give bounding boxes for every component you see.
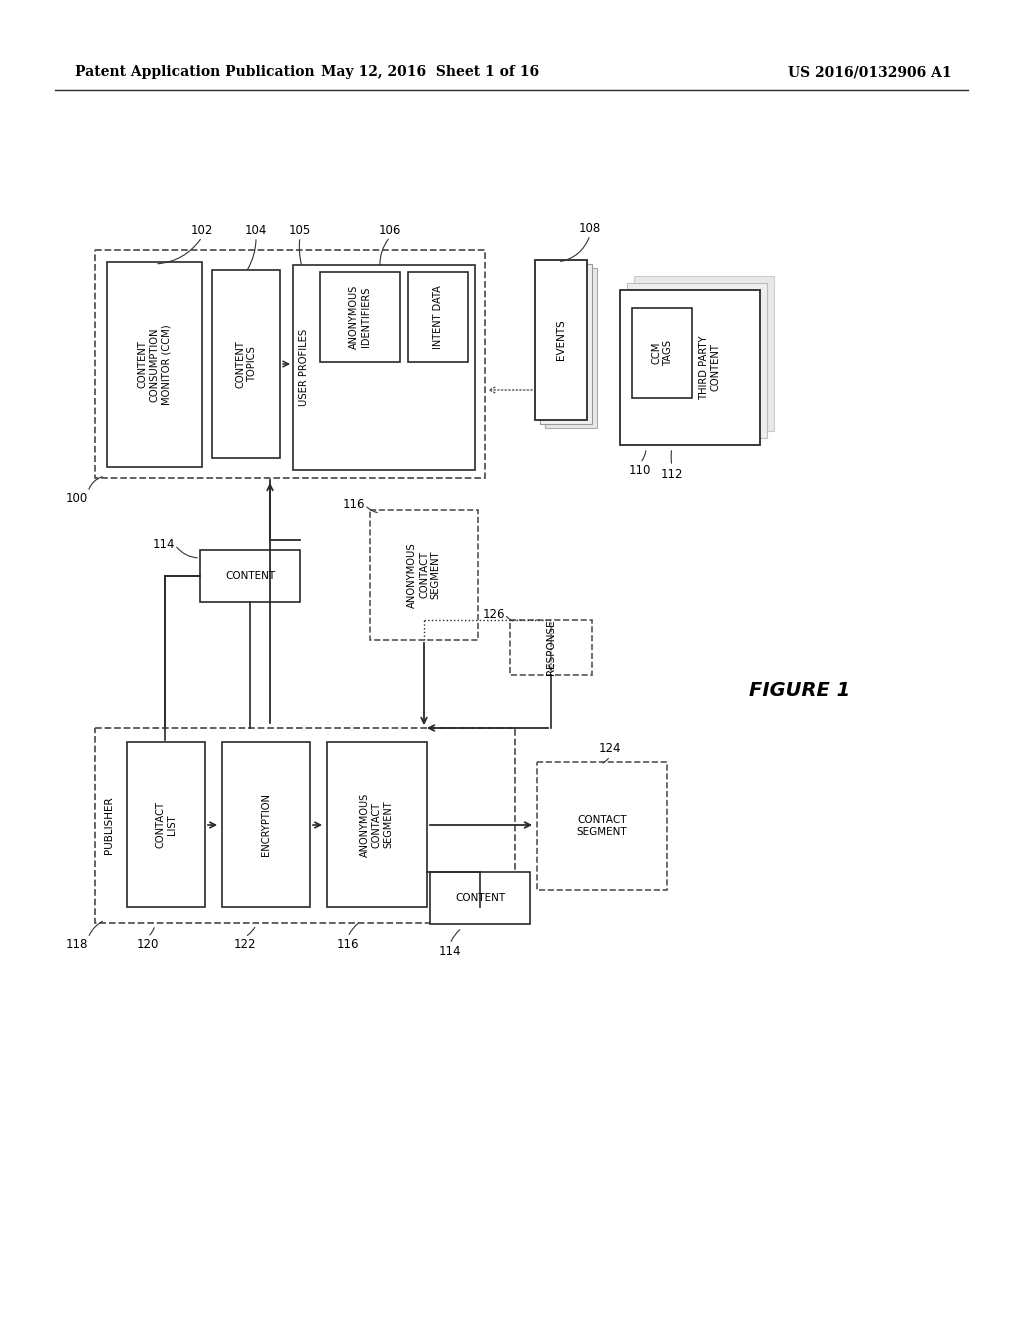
Text: PUBLISHER: PUBLISHER [104,797,114,854]
Bar [632,308,692,399]
Text: 114: 114 [438,945,461,958]
Bar [212,271,280,458]
Text: May 12, 2016  Sheet 1 of 16: May 12, 2016 Sheet 1 of 16 [321,65,539,79]
Bar [430,873,530,924]
Text: 122: 122 [233,939,256,950]
Text: 102: 102 [190,224,213,238]
Text: 106: 106 [379,224,401,238]
Text: 105: 105 [289,224,311,238]
Bar [293,265,475,470]
Bar [545,268,597,428]
Text: 126: 126 [482,607,505,620]
Bar [222,742,310,907]
Bar [634,276,774,432]
Bar [370,510,478,640]
Text: CONTACT
LIST: CONTACT LIST [156,801,177,847]
Bar [106,261,202,467]
Bar [535,260,587,420]
Text: USER PROFILES: USER PROFILES [299,329,309,407]
Text: CCM
TAGS: CCM TAGS [651,341,673,366]
Text: 116: 116 [342,499,365,511]
Bar [510,620,592,675]
Text: 108: 108 [579,222,601,235]
Text: ENCRYPTION: ENCRYPTION [261,793,271,855]
Bar [537,762,667,890]
Text: 116: 116 [337,939,359,950]
Text: CONTENT: CONTENT [455,894,505,903]
Text: RESPONSE: RESPONSE [546,619,556,676]
Bar [95,729,515,923]
Text: Patent Application Publication: Patent Application Publication [75,65,314,79]
Bar [620,290,760,445]
Bar [627,282,767,438]
Text: 112: 112 [660,469,683,480]
Text: CONTENT: CONTENT [225,572,275,581]
Text: FIGURE 1: FIGURE 1 [750,681,851,700]
Text: INTENT DATA: INTENT DATA [433,285,443,348]
Text: 110: 110 [629,465,651,477]
Text: CONTACT
SEGMENT: CONTACT SEGMENT [577,816,628,837]
Text: 120: 120 [137,939,159,950]
Text: ANONYMOUS
CONTACT
SEGMENT: ANONYMOUS CONTACT SEGMENT [408,543,440,607]
Text: ANONYMOUS
IDENTIFIERS: ANONYMOUS IDENTIFIERS [349,285,371,348]
Bar [327,742,427,907]
Text: CONTENT
CONSUMPTION
MONITOR (CCM): CONTENT CONSUMPTION MONITOR (CCM) [138,325,171,405]
Bar [95,249,485,478]
Text: US 2016/0132906 A1: US 2016/0132906 A1 [788,65,952,79]
Bar [127,742,205,907]
Text: EVENTS: EVENTS [556,319,566,360]
Bar [408,272,468,362]
Bar [540,264,592,424]
Text: CONTENT
TOPICS: CONTENT TOPICS [236,341,257,388]
Bar [200,550,300,602]
Bar [319,272,400,362]
Text: 114: 114 [153,539,175,552]
Text: 118: 118 [66,939,88,950]
Text: 104: 104 [245,224,267,238]
Text: 124: 124 [599,742,622,755]
Text: 100: 100 [66,492,88,506]
Text: ANONYMOUS
CONTACT
SEGMENT: ANONYMOUS CONTACT SEGMENT [360,792,393,857]
Text: THIRD PARTY
CONTENT: THIRD PARTY CONTENT [699,335,721,400]
